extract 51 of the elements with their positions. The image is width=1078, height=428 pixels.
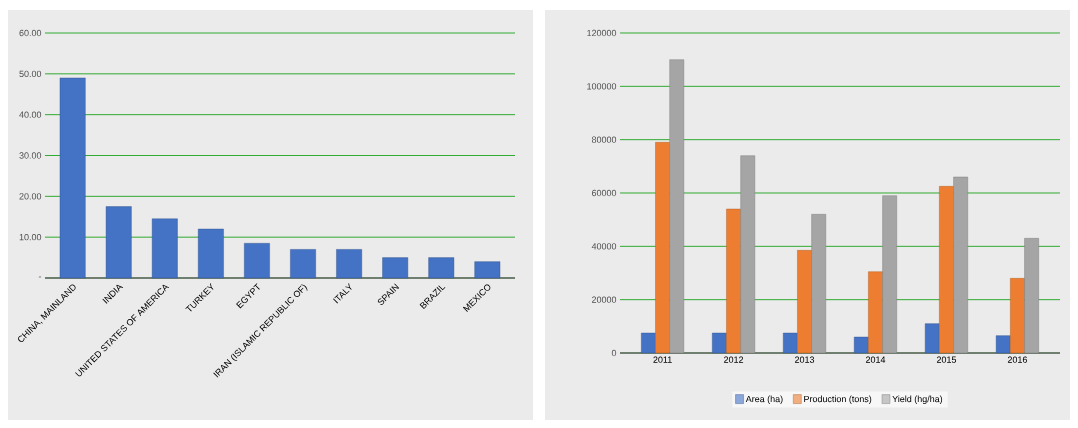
y-tick-label: 20.00 [19,193,42,200]
bar [655,142,670,354]
x-tick-label: 2016 [1007,356,1027,363]
bar [669,59,685,354]
bar [953,176,968,354]
x-tick-label: 2011 [653,356,672,363]
x-tick-label: 2013 [795,356,815,363]
bar [868,271,883,354]
legend-label: Production (tons) [804,395,872,404]
bar [882,195,897,354]
bar [151,218,178,279]
y-tick-label: 50.00 [19,70,42,78]
x-tick-label: 2015 [936,356,957,363]
bar [336,249,362,279]
bar [290,249,316,279]
bar [783,332,798,354]
y-tick-label: 60.00 [19,29,42,37]
y-tick-label: 40000 [591,243,617,250]
bar [811,214,827,354]
bar [641,332,656,354]
y-tick-label: 80000 [591,136,617,143]
legend-label: Yield (hg/ha) [892,395,943,404]
y-tick-label: 120000 [587,29,617,37]
bar [474,261,501,279]
bar [382,257,409,279]
y-tick-label: 100000 [587,83,617,90]
bar [995,335,1011,354]
bar [939,186,954,354]
y-tick-label: 40.00 [19,111,42,118]
bar [198,228,224,279]
bar [740,155,756,354]
bar [59,77,86,279]
x-tick-label: 2014 [865,356,886,363]
bar [726,208,741,354]
y-tick-label: 30.00 [19,152,42,159]
bar [1024,238,1039,354]
bar [924,323,940,354]
bar [105,206,132,279]
y-tick-label: 20000 [592,296,617,303]
bar [797,250,812,354]
bar [712,332,727,354]
legend-label: Area (ha) [745,395,783,404]
bar [854,336,869,354]
bar [1010,278,1025,354]
bar [244,243,270,279]
y-tick-label: 60000 [592,189,617,197]
bar [428,257,455,279]
x-tick-label: 2012 [724,356,744,363]
y-tick-label: 10.00 [19,233,42,241]
y-tick-label: 0 [611,349,617,357]
y-tick-label: - [38,276,42,278]
